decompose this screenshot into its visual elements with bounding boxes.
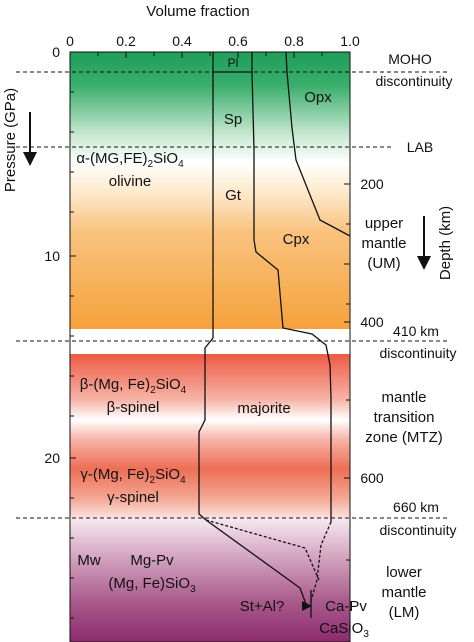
ca-pv-boundary xyxy=(309,521,332,605)
ca-pv-formula: CaSiO3 xyxy=(319,620,369,640)
mg-pv-formula: (Mg, Fe)SiO3 xyxy=(108,575,196,595)
depth-arrow-icon xyxy=(417,216,431,270)
mineral-labels: Pl Opx Sp Gt Cpx majorite Mw Mg-Pv (Mg, … xyxy=(77,56,369,640)
left-axis-ticks xyxy=(70,51,76,619)
lab-label: LAB xyxy=(407,139,433,155)
majorite-label: majorite xyxy=(237,400,290,417)
moho-label: MOHO xyxy=(388,51,432,67)
top-tick-0: 0 xyxy=(66,33,74,49)
transition-zone-band xyxy=(70,354,350,518)
lm-label-2: mantle xyxy=(381,584,426,601)
st-al-label: St+Al? xyxy=(240,598,285,615)
right-tick-600: 600 xyxy=(360,470,384,486)
cpx-boundary xyxy=(255,251,332,522)
um-label-2: mantle xyxy=(361,235,406,252)
mg-pv-label: Mg-Pv xyxy=(130,552,174,569)
top-tick-labels: 0 0.2 0.4 0.6 0.8 1.0 xyxy=(66,33,360,49)
left-tick-labels: 0 10 20 xyxy=(44,44,60,466)
ca-pv-label: Ca-Pv xyxy=(325,598,367,615)
top-tick-4: 0.8 xyxy=(284,33,304,49)
gamma-formula: γ-(Mg, Fe)2SiO4 xyxy=(80,466,186,486)
right-tick-200: 200 xyxy=(360,176,384,192)
lm-label-1: lower xyxy=(386,564,422,581)
st-al-boundary xyxy=(205,519,320,581)
discontinuity-lines xyxy=(16,71,448,519)
olivine-formula: α-(MG,FE)2SiO4 xyxy=(76,150,184,170)
top-axis-title: Volume fraction xyxy=(146,3,249,20)
phase-labels: α-(MG,FE)2SiO4 olivine β-(Mg, Fe)2SiO4 β… xyxy=(76,150,186,506)
mtz-label-1: mantle xyxy=(381,389,426,406)
top-tick-1: 0.2 xyxy=(116,33,136,49)
phase-boundaries xyxy=(198,51,351,618)
right-axis-title: Depth (km) xyxy=(437,206,454,280)
d660-label-2: discontinuity xyxy=(379,522,456,538)
opx-label: Opx xyxy=(304,89,332,106)
left-tick-20: 20 xyxy=(44,450,60,466)
top-tick-3: 0.6 xyxy=(228,33,248,49)
olivine-name: olivine xyxy=(109,173,152,190)
st-al-arrow-icon xyxy=(302,601,312,611)
upper-mantle-band xyxy=(70,52,350,329)
pressure-arrow-icon xyxy=(23,112,37,166)
top-tick-2: 0.4 xyxy=(172,33,192,49)
pl-label: Pl xyxy=(228,56,239,70)
gamma-name: γ-spinel xyxy=(107,489,159,506)
mtz-label-3: zone (MTZ) xyxy=(365,429,443,446)
left-axis-title: Pressure (GPa) xyxy=(2,88,19,192)
d410-label-2: discontinuity xyxy=(379,345,456,361)
left-tick-0: 0 xyxy=(52,44,60,60)
right-tick-labels: 200 400 600 xyxy=(360,176,384,486)
top-tick-5: 1.0 xyxy=(340,33,360,49)
lm-label-3: (LM) xyxy=(389,604,420,621)
beta-formula: β-(Mg, Fe)2SiO4 xyxy=(80,376,187,396)
boundary-labels: MOHO discontinuity LAB 410 km discontinu… xyxy=(375,51,456,538)
sp-gt-right-boundary xyxy=(251,71,257,253)
mtz-label-2: transition xyxy=(374,409,435,426)
um-label-1: upper xyxy=(365,215,403,232)
right-axis-ticks xyxy=(344,183,350,561)
gt-label: Gt xyxy=(225,187,242,204)
cpx-label: Cpx xyxy=(283,231,310,248)
um-label-3: (UM) xyxy=(367,255,400,272)
right-tick-400: 400 xyxy=(360,314,384,330)
mw-label: Mw xyxy=(77,552,100,569)
beta-name: β-spinel xyxy=(107,399,160,416)
left-tick-10: 10 xyxy=(44,248,60,264)
sp-gt-left-boundary xyxy=(198,72,307,605)
zone-labels: upper mantle (UM) mantle transition zone… xyxy=(361,215,442,621)
top-axis-ticks xyxy=(69,52,351,58)
sp-label: Sp xyxy=(224,111,242,128)
d660-label: 660 km xyxy=(393,499,439,515)
moho-label-2: discontinuity xyxy=(375,73,452,89)
lower-mantle-band xyxy=(70,518,350,642)
d410-label: 410 km xyxy=(393,323,439,339)
opx-boundary xyxy=(285,51,351,237)
